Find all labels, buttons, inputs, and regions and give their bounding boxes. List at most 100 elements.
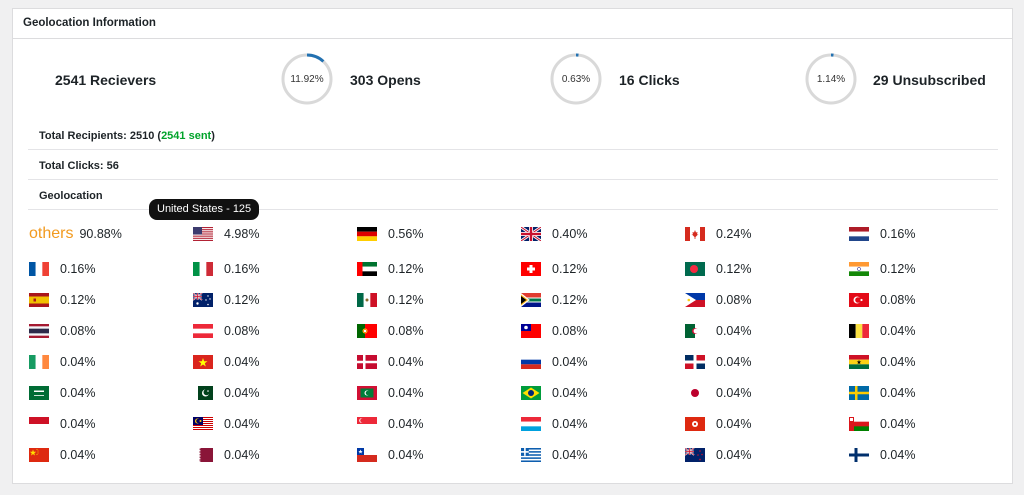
geo-item-tr[interactable]: 0.08%	[849, 289, 915, 311]
opens-count: 303 Opens	[350, 72, 421, 88]
geo-item-ie[interactable]: 0.04%	[29, 351, 95, 373]
geo-item-fr[interactable]: 0.16%	[29, 258, 95, 280]
geo-value: 0.04%	[716, 324, 752, 338]
geo-item-lu[interactable]: 0.04%	[521, 413, 587, 435]
geo-value: 0.40%	[552, 227, 588, 241]
au-flag	[193, 293, 213, 307]
sg-flag	[357, 417, 377, 431]
it-flag	[193, 262, 213, 276]
geo-value: 0.04%	[388, 448, 424, 462]
es-flag	[29, 293, 49, 307]
geo-item-br[interactable]: 0.04%	[521, 382, 587, 404]
sa-flag	[29, 386, 49, 400]
geo-item-dz[interactable]: 0.04%	[685, 320, 751, 342]
vn-flag	[193, 355, 213, 369]
dk-flag	[357, 355, 377, 369]
geo-item-in[interactable]: 0.12%	[849, 258, 915, 280]
geo-value: 0.12%	[60, 293, 96, 307]
jp-flag	[685, 386, 705, 400]
geo-value: 0.12%	[388, 293, 424, 307]
geo-item-om[interactable]: 0.04%	[849, 413, 915, 435]
geo-item-qa[interactable]: 0.04%	[193, 444, 259, 466]
geo-item-cl[interactable]: 0.04%	[357, 444, 423, 466]
geo-item-do[interactable]: 0.04%	[685, 351, 751, 373]
geo-item-vn[interactable]: 0.04%	[193, 351, 259, 373]
geo-item-au[interactable]: 0.12%	[193, 289, 259, 311]
qa-flag	[193, 448, 213, 462]
geo-value: 0.04%	[224, 417, 260, 431]
mv-flag	[357, 386, 377, 400]
geo-item-gr[interactable]: 0.04%	[521, 444, 587, 466]
gb-flag	[521, 227, 541, 241]
za-flag	[521, 293, 541, 307]
geo-value: 0.24%	[716, 227, 752, 241]
geo-value: 0.16%	[224, 262, 260, 276]
geo-item-it[interactable]: 0.16%	[193, 258, 259, 280]
geo-item-pt[interactable]: 0.08%	[357, 320, 423, 342]
geo-item-sg[interactable]: 0.04%	[357, 413, 423, 435]
geo-item-za[interactable]: 0.12%	[521, 289, 587, 311]
geo-item-mx[interactable]: 0.12%	[357, 289, 423, 311]
geo-value: 0.16%	[880, 227, 916, 241]
bd-flag	[685, 262, 705, 276]
clicks-count: 16 Clicks	[619, 72, 680, 88]
geo-value: 0.04%	[552, 386, 588, 400]
br-flag	[521, 386, 541, 400]
geo-item-ru[interactable]: 0.04%	[521, 351, 587, 373]
geo-value: 0.08%	[224, 324, 260, 338]
us-flag	[193, 227, 213, 241]
se-flag	[849, 386, 869, 400]
total-clicks-row: Total Clicks: 56	[28, 150, 998, 180]
ch-flag	[521, 262, 541, 276]
geo-item-dk[interactable]: 0.04%	[357, 351, 423, 373]
geo-item-be[interactable]: 0.04%	[849, 320, 915, 342]
receivers-count: 2541 Recievers	[55, 72, 157, 88]
geo-item-id[interactable]: 0.04%	[29, 413, 95, 435]
geo-item-cn[interactable]: 0.04%	[29, 444, 95, 466]
th-flag	[29, 324, 49, 338]
geo-item-ae[interactable]: 0.12%	[357, 258, 423, 280]
geo-value: 0.08%	[552, 324, 588, 338]
geo-value: 0.04%	[880, 448, 916, 462]
ae-flag	[357, 262, 377, 276]
geo-value: 0.04%	[60, 448, 96, 462]
fi-flag	[849, 448, 869, 462]
geo-item-others[interactable]: others 90.88%	[29, 223, 122, 245]
geolocation-panel: Geolocation Information 2541 Recievers 1…	[12, 8, 1013, 484]
ru-flag	[521, 355, 541, 369]
geo-value: 4.98%	[224, 227, 260, 241]
geo-item-ca[interactable]: 0.24%	[685, 223, 751, 245]
stats-row: 2541 Recievers 11.92% 303 Opens 0.63% 16…	[13, 39, 1012, 131]
geo-item-jp[interactable]: 0.04%	[685, 382, 751, 404]
geo-item-us[interactable]: 4.98%	[193, 223, 259, 245]
geo-item-ch[interactable]: 0.12%	[521, 258, 587, 280]
opens-ring: 11.92%	[280, 52, 334, 106]
geo-item-th[interactable]: 0.08%	[29, 320, 95, 342]
geo-item-gh[interactable]: 0.04%	[849, 351, 915, 373]
geo-value: 0.04%	[388, 386, 424, 400]
geo-item-es[interactable]: 0.12%	[29, 289, 95, 311]
geo-item-de[interactable]: 0.56%	[357, 223, 423, 245]
geo-item-nl[interactable]: 0.16%	[849, 223, 915, 245]
geo-item-nz[interactable]: 0.04%	[685, 444, 751, 466]
geo-value: 0.04%	[716, 386, 752, 400]
mx-flag	[357, 293, 377, 307]
geo-value: 0.04%	[60, 386, 96, 400]
clicks-ring: 0.63%	[549, 52, 603, 106]
geo-item-tw[interactable]: 0.08%	[521, 320, 587, 342]
geo-item-at[interactable]: 0.08%	[193, 320, 259, 342]
unsubscribed-count: 29 Unsubscribed	[873, 72, 986, 88]
geo-item-pk[interactable]: 0.04%	[193, 382, 259, 404]
geo-item-hk[interactable]: 0.04%	[685, 413, 751, 435]
geo-item-my[interactable]: 0.04%	[193, 413, 259, 435]
geo-item-se[interactable]: 0.04%	[849, 382, 915, 404]
geo-item-fi[interactable]: 0.04%	[849, 444, 915, 466]
geo-item-mv[interactable]: 0.04%	[357, 382, 423, 404]
geo-item-gb[interactable]: 0.40%	[521, 223, 587, 245]
geo-item-ph[interactable]: 0.08%	[685, 289, 751, 311]
geo-value: 0.16%	[60, 262, 96, 276]
sent-count: 2541 sent	[161, 130, 212, 142]
geo-value: 0.04%	[388, 417, 424, 431]
geo-item-bd[interactable]: 0.12%	[685, 258, 751, 280]
geo-item-sa[interactable]: 0.04%	[29, 382, 95, 404]
